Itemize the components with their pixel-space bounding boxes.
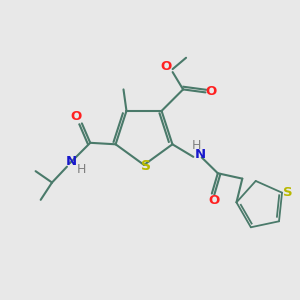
Text: H: H: [76, 163, 86, 176]
Text: N: N: [194, 148, 206, 161]
Text: O: O: [70, 110, 82, 123]
Text: S: S: [140, 159, 151, 173]
Text: O: O: [208, 194, 219, 207]
Text: H: H: [192, 139, 202, 152]
Text: O: O: [160, 60, 172, 73]
Text: O: O: [205, 85, 217, 98]
Text: N: N: [65, 155, 76, 168]
Text: S: S: [283, 186, 292, 199]
